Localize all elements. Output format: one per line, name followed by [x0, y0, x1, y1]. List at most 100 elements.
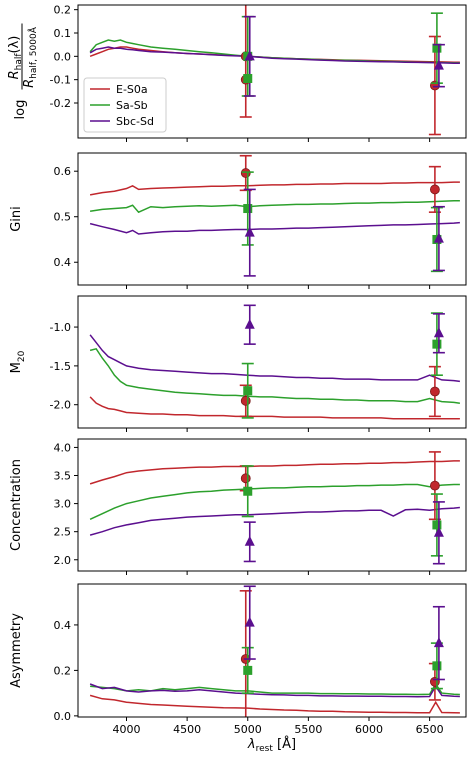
y-tick-label: 0.0: [54, 50, 72, 63]
series-line-E-S0a: [89, 396, 460, 420]
panel-asym: 0.0 0.2 0.4 4000 4500 5000 5500 6000 6500 Asymmet…: [9, 583, 467, 736]
x-axis-label-lambda: λ: [247, 737, 256, 752]
y-axis-label-sub: 20: [17, 350, 27, 362]
y-tick-label: -1.5: [50, 360, 71, 373]
y-tick-label: 0.1: [54, 27, 72, 40]
curves: [89, 585, 460, 717]
series-line-Sa-Sb: [90, 682, 460, 696]
panel-frame: [77, 438, 467, 572]
data-point: [243, 74, 253, 83]
data-point: [244, 318, 255, 329]
legend-box: [83, 77, 167, 133]
data-point: [244, 50, 255, 61]
y-tick-label: 3.5: [54, 470, 72, 483]
y-tick-label: 4.0: [54, 441, 72, 454]
data-point: [240, 473, 251, 484]
y-axis-label-text: Gini: [9, 206, 24, 232]
x-tick-label: 5500: [294, 723, 322, 736]
panel-frame: [77, 295, 467, 429]
series-line-Sa-Sb: [89, 200, 460, 214]
y-tick-label: 0.6: [54, 165, 72, 178]
x-tick-label: 4500: [173, 723, 201, 736]
y-axis-label: Gini: [9, 206, 24, 232]
data-point: [429, 386, 440, 397]
data-point: [433, 232, 444, 243]
y-axis-label-log: log: [13, 100, 28, 120]
data-point: [432, 661, 442, 671]
data-point: [240, 168, 251, 178]
y-axis-label-num-r: R: [7, 70, 22, 79]
x-tick-label: 5000: [234, 723, 262, 736]
y-axis-label-text: Asymmetry: [9, 613, 24, 688]
data-point: [244, 226, 255, 237]
data-point: [243, 204, 253, 214]
y-axis-label-text: M: [9, 362, 24, 373]
y-axis-label: Asymmetry: [9, 613, 24, 688]
x-axis-label: λrest [Å]: [247, 736, 296, 754]
legend-label-E-S0a: E-S0a: [116, 83, 148, 96]
y-tick-label: 0.4: [54, 256, 72, 269]
y-axis-label-denominator: Rhalf, 5000Å: [22, 26, 39, 88]
series-line-Sa-Sb: [89, 483, 460, 520]
legend: E-S0a Sa-Sb Sbc-Sd: [83, 77, 167, 133]
y-tick-label: 2.0: [54, 554, 72, 567]
y-axis-label-den-sub: half, 5000Å: [27, 26, 39, 79]
data-point: [244, 616, 255, 627]
data-point: [243, 386, 253, 396]
y-tick-label: 3.0: [54, 498, 72, 511]
y-axis-label-den-r: R: [22, 79, 37, 88]
x-axis-label-unit: [Å]: [273, 736, 296, 752]
curves: [89, 5, 460, 136]
y-tick-label: 0.2: [54, 4, 72, 17]
series-line-Sbc-Sd: [89, 506, 460, 536]
y-axis-label: Concentration: [9, 459, 24, 551]
curves: [89, 154, 460, 277]
panel-frame: [77, 4, 467, 139]
y-tick-label: 0.4: [54, 619, 72, 632]
y-tick-label: 0.2: [54, 664, 72, 677]
panel-frame: [77, 583, 467, 718]
data-point: [429, 80, 440, 91]
x-tick-label: 6000: [355, 723, 383, 736]
data-point: [244, 535, 255, 546]
data-point: [432, 43, 442, 53]
data-point: [433, 526, 444, 537]
series-line-Sa-Sb: [89, 347, 460, 404]
y-tick-label: -1.0: [50, 321, 71, 334]
y-tick-label: -2.0: [50, 399, 71, 412]
x-tick-label: 6500: [416, 723, 444, 736]
data-point: [433, 637, 444, 648]
y-axis-label-text: Concentration: [9, 459, 24, 551]
series-line-Sbc-Sd: [89, 46, 460, 65]
legend-label-Sbc-Sd: Sbc-Sd: [116, 115, 154, 128]
curves: [89, 451, 460, 565]
data-point: [433, 59, 444, 70]
data-point: [433, 327, 444, 338]
series-line-E-S0a: [89, 694, 460, 714]
series-line-E-S0a: [89, 46, 460, 63]
y-axis-label-num-sub: half: [14, 53, 24, 71]
x-tick-label: 4000: [113, 723, 141, 736]
data-point: [243, 665, 253, 675]
panel-gini: 0.4 0.5 0.6 Gini: [9, 152, 467, 289]
series-line-E-S0a: [89, 460, 460, 485]
panel-conc: 2.0 2.5 3.0 3.5 4.0 Concentration: [9, 438, 467, 575]
y-axis-label-num-tail: (λ): [7, 36, 22, 54]
series-line-E-S0a: [89, 181, 460, 196]
data-point: [432, 339, 442, 349]
data-point: [240, 395, 251, 406]
y-tick-label: -0.1: [50, 74, 71, 87]
y-tick-label: 0.5: [54, 211, 72, 224]
x-axis-label-sub: rest: [256, 744, 274, 754]
data-point: [429, 480, 440, 491]
y-axis-label-numerator: Rhalf(λ): [7, 36, 24, 80]
data-point: [243, 486, 253, 496]
y-axis-label: M20: [9, 350, 27, 373]
series-line-Sbc-Sd: [89, 683, 460, 698]
data-point: [429, 676, 440, 687]
curves: [89, 304, 460, 420]
legend-label-Sa-Sb: Sa-Sb: [116, 99, 148, 112]
